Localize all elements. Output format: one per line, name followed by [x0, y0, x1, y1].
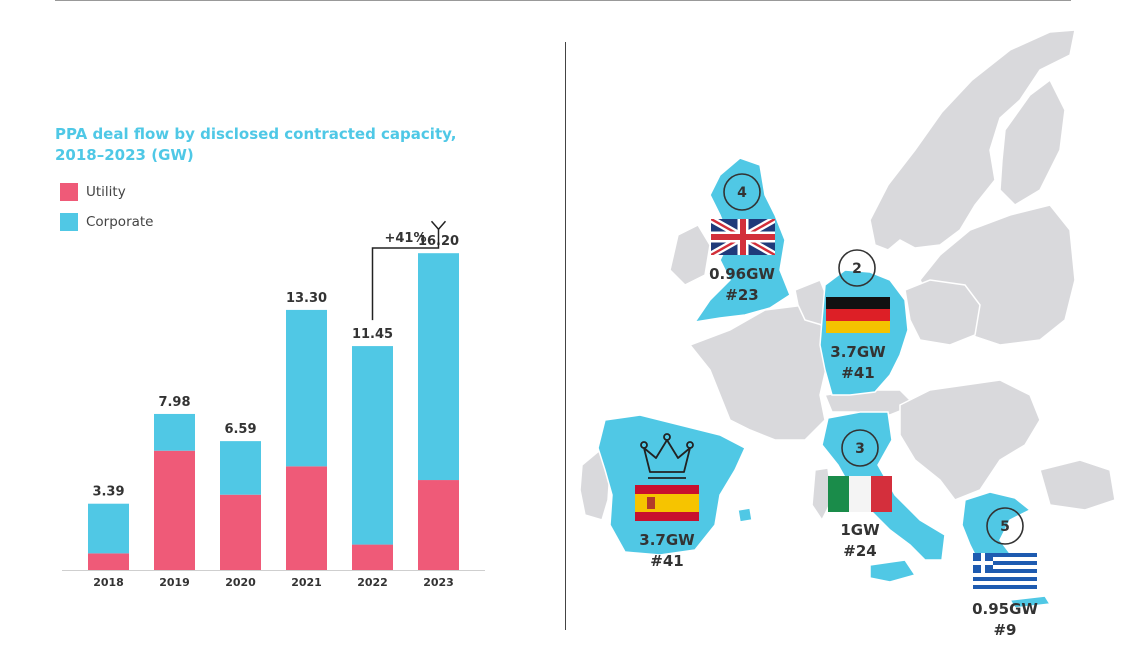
rank-germany: 2	[852, 261, 862, 277]
legend-label-corporate: Corporate	[86, 214, 154, 230]
capacity-uk: 0.96GW	[709, 265, 775, 283]
growth-annotation: +41%	[384, 231, 426, 246]
scandinavia-land	[869, 29, 1076, 251]
count-germany: #41	[841, 364, 874, 382]
ireland-land	[669, 224, 711, 286]
uk-flag-icon	[711, 219, 775, 255]
spain-flag-icon	[635, 485, 699, 521]
bar-total-label-2018: 3.39	[92, 485, 124, 500]
map-highlights	[597, 157, 1052, 609]
bar-segment-corporate-2019	[154, 413, 195, 451]
bar-segment-utility-2020	[220, 494, 261, 570]
crete-shape	[1008, 595, 1052, 609]
growth-arrow-head	[430, 220, 447, 231]
x-tick-label-2020: 2020	[225, 576, 256, 589]
rank-circle-italy	[841, 429, 879, 467]
growth-arrow-line	[371, 229, 440, 321]
legend-label-utility: Utility	[86, 184, 126, 200]
legend-item-utility: Utility	[60, 183, 126, 201]
legend-swatch-corporate	[60, 213, 78, 231]
turkey-land	[1039, 459, 1116, 511]
count-greece: #9	[993, 621, 1016, 639]
balearics-shape	[737, 507, 753, 523]
bar-segment-corporate-2022	[352, 346, 393, 545]
section-divider	[565, 42, 566, 630]
germany-flag-icon	[826, 297, 890, 333]
count-italy: #24	[843, 542, 876, 560]
x-tick-label-2019: 2019	[159, 576, 190, 589]
bar-segment-utility-2018	[88, 553, 129, 570]
bar-total-label-2020: 6.59	[224, 422, 256, 437]
sardinia-land	[811, 467, 833, 522]
legend-item-corporate: Corporate	[60, 213, 154, 231]
rank-italy: 3	[855, 441, 865, 457]
bar-segment-utility-2023	[418, 480, 459, 570]
bar-segment-corporate-2021	[286, 309, 327, 467]
x-tick-label-2022: 2022	[357, 576, 388, 589]
rank-circle-germany	[838, 249, 876, 287]
bar-segment-utility-2019	[154, 450, 195, 570]
chart-title: PPA deal flow by disclosed contracted ca…	[55, 125, 457, 164]
bar-chart: 3.39 2018 7.98 2019 6.59 2020 13.30 2021 11.45 20…	[62, 220, 485, 589]
rank-circles	[723, 173, 1024, 545]
france-land	[688, 304, 829, 441]
bar-total-label-2019: 7.98	[158, 395, 190, 410]
capacity-greece: 0.95GW	[972, 600, 1038, 618]
capacity-germany: 3.7GW	[830, 343, 886, 361]
finland-land	[999, 78, 1066, 206]
count-spain: #41	[650, 552, 683, 570]
rank-uk: 4	[737, 185, 747, 201]
poland-land	[904, 279, 981, 346]
europe-map: 4 2 3 5	[579, 29, 1116, 639]
bar-segment-utility-2021	[286, 466, 327, 570]
greece-flag-icon	[973, 553, 1037, 589]
rank-greece: 5	[1000, 519, 1010, 535]
bar-total-label-2022: 11.45	[352, 327, 393, 342]
balkans-land	[899, 379, 1041, 501]
capacity-spain: 3.7GW	[639, 531, 695, 549]
x-tick-label-2018: 2018	[93, 576, 124, 589]
top-rule	[55, 0, 1071, 1]
bar-total-label-2021: 13.30	[286, 291, 327, 306]
rank-circle-greece	[986, 507, 1024, 545]
x-tick-label-2023: 2023	[423, 576, 454, 589]
bar-segment-corporate-2018	[88, 503, 129, 554]
bar-segment-corporate-2023	[418, 253, 459, 481]
rank-circle-uk	[723, 173, 761, 211]
x-tick-label-2021: 2021	[291, 576, 322, 589]
capacity-italy: 1GW	[840, 521, 880, 539]
italy-flag-icon	[828, 476, 892, 512]
bar-segment-utility-2022	[352, 544, 393, 570]
crown-icon	[640, 433, 694, 479]
greece-shape	[961, 491, 1032, 573]
legend-swatch-utility	[60, 183, 78, 201]
map-land	[579, 29, 1116, 522]
count-uk: #23	[725, 286, 758, 304]
bar-segment-corporate-2020	[220, 441, 261, 495]
sicily-shape	[869, 559, 917, 583]
